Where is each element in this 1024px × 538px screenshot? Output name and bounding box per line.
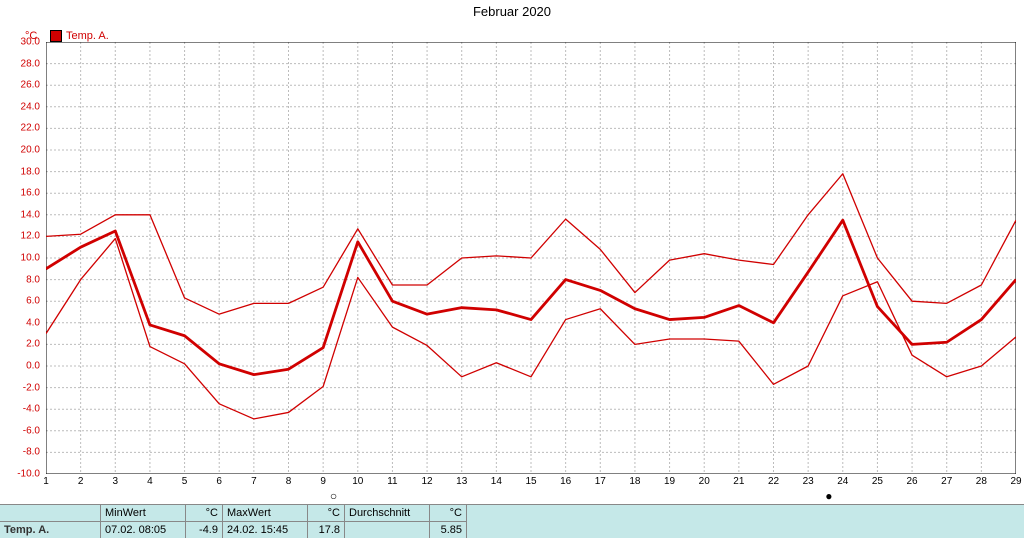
y-tick-label: 28.0 <box>21 58 40 69</box>
x-tick-label: 2 <box>78 476 84 487</box>
x-tick-label: 18 <box>629 476 640 487</box>
y-tick-label: -8.0 <box>23 447 40 458</box>
stats-cell: 5.85 <box>430 522 467 538</box>
stats-header-cell: MaxWert <box>223 505 308 522</box>
x-tick-label: 20 <box>699 476 710 487</box>
stats-header-cell: Durchschnitt <box>345 505 430 522</box>
x-tick-label: 29 <box>1010 476 1021 487</box>
legend-label: Temp. A. <box>66 30 109 42</box>
stats-cell: Temp. A. <box>0 522 101 538</box>
extrema-markers: ○● <box>46 490 1016 502</box>
x-tick-label: 16 <box>560 476 571 487</box>
y-tick-label: 24.0 <box>21 101 40 112</box>
stats-table: MinWert°CMaxWert°CDurchschnitt°C Temp. A… <box>0 505 467 538</box>
y-tick-label: 20.0 <box>21 145 40 156</box>
stats-header-cell: °C <box>308 505 345 522</box>
y-tick-label: 8.0 <box>26 274 40 285</box>
stats-header-cell <box>0 505 101 522</box>
x-tick-label: 7 <box>251 476 257 487</box>
x-tick-label: 6 <box>216 476 222 487</box>
legend-swatch <box>50 30 62 42</box>
x-tick-label: 19 <box>664 476 675 487</box>
x-tick-label: 8 <box>286 476 292 487</box>
stats-cell: 07.02. 08:05 <box>101 522 186 538</box>
y-tick-label: 10.0 <box>21 253 40 264</box>
chart-title: Februar 2020 <box>0 4 1024 19</box>
y-tick-label: 26.0 <box>21 80 40 91</box>
y-tick-label: 18.0 <box>21 166 40 177</box>
stats-header-row: MinWert°CMaxWert°CDurchschnitt°C <box>0 505 467 522</box>
x-tick-label: 11 <box>387 476 397 487</box>
y-tick-label: 16.0 <box>21 188 40 199</box>
x-tick-label: 4 <box>147 476 153 487</box>
x-tick-label: 17 <box>595 476 606 487</box>
x-tick-label: 28 <box>976 476 987 487</box>
x-tick-label: 21 <box>733 476 744 487</box>
y-tick-label: 22.0 <box>21 123 40 134</box>
stats-cell: 17.8 <box>308 522 345 538</box>
stats-header-cell: °C <box>430 505 467 522</box>
min-marker: ○ <box>330 490 337 502</box>
stats-cell <box>345 522 430 538</box>
max-marker: ● <box>825 490 832 502</box>
x-tick-label: 27 <box>941 476 952 487</box>
chart-plot <box>46 42 1016 474</box>
y-axis-labels: -10.0-8.0-6.0-4.0-2.00.02.04.06.08.010.0… <box>0 42 44 474</box>
x-tick-label: 12 <box>422 476 433 487</box>
stats-cell: 24.02. 15:45 <box>223 522 308 538</box>
x-tick-label: 22 <box>768 476 779 487</box>
x-tick-label: 14 <box>491 476 502 487</box>
y-tick-label: -4.0 <box>23 404 40 415</box>
y-tick-label: 2.0 <box>26 339 40 350</box>
x-tick-label: 25 <box>872 476 883 487</box>
x-tick-label: 26 <box>907 476 918 487</box>
x-tick-label: 13 <box>456 476 467 487</box>
stats-header-cell: MinWert <box>101 505 186 522</box>
stats-panel: MinWert°CMaxWert°CDurchschnitt°C Temp. A… <box>0 504 1024 538</box>
y-tick-label: -10.0 <box>17 469 40 480</box>
x-tick-label: 3 <box>113 476 119 487</box>
x-tick-label: 10 <box>352 476 363 487</box>
y-tick-label: 14.0 <box>21 209 40 220</box>
x-tick-label: 15 <box>525 476 536 487</box>
y-tick-label: 0.0 <box>26 361 40 372</box>
x-tick-label: 9 <box>320 476 326 487</box>
y-tick-label: 6.0 <box>26 296 40 307</box>
x-tick-label: 23 <box>803 476 814 487</box>
x-tick-label: 24 <box>837 476 848 487</box>
x-tick-label: 5 <box>182 476 188 487</box>
y-tick-label: 4.0 <box>26 317 40 328</box>
y-tick-label: -2.0 <box>23 382 40 393</box>
stats-cell: -4.9 <box>186 522 223 538</box>
y-tick-label: 12.0 <box>21 231 40 242</box>
y-tick-label: -6.0 <box>23 425 40 436</box>
stats-row: Temp. A.07.02. 08:05-4.924.02. 15:4517.8… <box>0 522 467 538</box>
y-tick-label: 30.0 <box>21 37 40 48</box>
x-tick-label: 1 <box>43 476 49 487</box>
legend: Temp. A. <box>50 30 109 42</box>
stats-header-cell: °C <box>186 505 223 522</box>
stats-body: Temp. A.07.02. 08:05-4.924.02. 15:4517.8… <box>0 522 467 538</box>
